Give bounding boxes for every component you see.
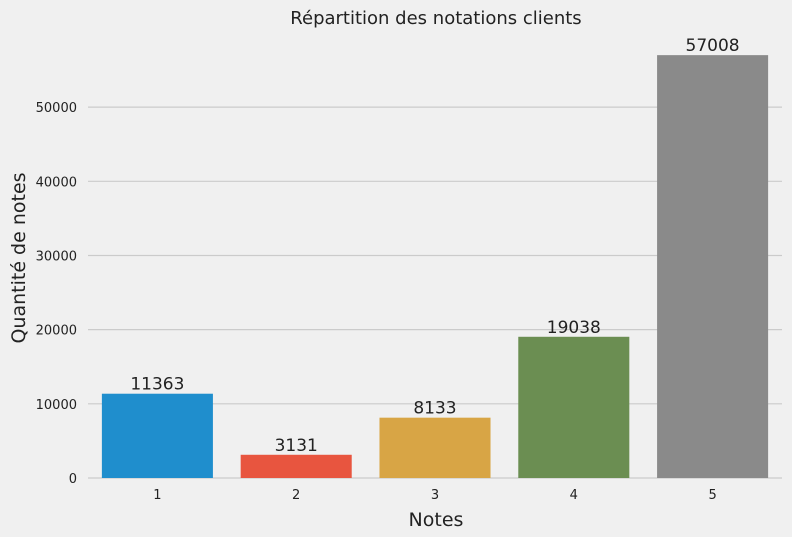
bar-3 [379, 417, 491, 478]
bar-5 [657, 55, 769, 479]
x-tick-label: 3 [431, 488, 439, 503]
x-tick-label: 4 [570, 488, 578, 503]
data-labels: 11363 3131 8133 19038 57008 [130, 36, 739, 456]
chart-title: Répartition des notations clients [290, 8, 581, 29]
data-label: 3131 [275, 436, 318, 456]
bar-1 [101, 393, 213, 478]
y-axis-ticks: 0 10000 20000 30000 40000 50000 [36, 101, 77, 487]
y-tick-label: 10000 [36, 398, 77, 413]
y-tick-label: 30000 [36, 249, 77, 264]
data-label: 57008 [686, 36, 740, 56]
x-axis-ticks: 1 2 3 4 5 [153, 488, 716, 503]
x-tick-label: 2 [292, 488, 300, 503]
bar-2 [240, 454, 352, 478]
bars [101, 55, 769, 479]
y-axis-label: Quantité de notes [8, 172, 30, 343]
y-tick-label: 50000 [36, 101, 77, 116]
x-tick-label: 5 [708, 488, 716, 503]
data-label: 8133 [413, 399, 456, 419]
data-label: 11363 [130, 375, 184, 395]
y-tick-label: 0 [69, 472, 77, 487]
x-tick-label: 1 [153, 488, 161, 503]
y-tick-label: 40000 [36, 175, 77, 190]
data-label: 19038 [547, 318, 601, 338]
x-axis-label: Notes [409, 509, 464, 531]
y-tick-label: 20000 [36, 324, 77, 339]
bar-4 [518, 336, 630, 478]
